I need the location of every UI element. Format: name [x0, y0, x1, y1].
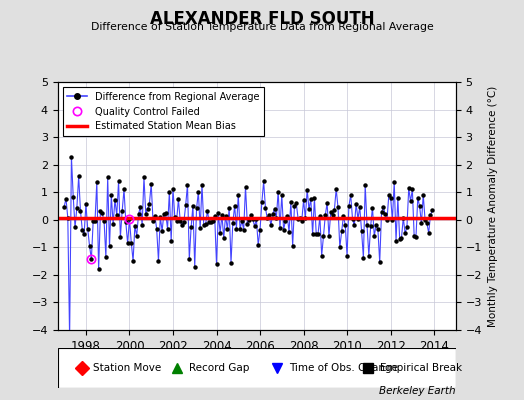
Y-axis label: Monthly Temperature Anomaly Difference (°C): Monthly Temperature Anomaly Difference (… [488, 85, 498, 327]
Legend: Difference from Regional Average, Quality Control Failed, Estimated Station Mean: Difference from Regional Average, Qualit… [62, 87, 264, 136]
Text: Station Move: Station Move [93, 363, 162, 373]
Text: Time of Obs. Change: Time of Obs. Change [289, 363, 398, 373]
Text: Difference of Station Temperature Data from Regional Average: Difference of Station Temperature Data f… [91, 22, 433, 32]
Text: Empirical Break: Empirical Break [380, 363, 462, 373]
Text: Berkeley Earth: Berkeley Earth [379, 386, 456, 396]
Text: ALEXANDER FLD SOUTH: ALEXANDER FLD SOUTH [150, 10, 374, 28]
Text: Record Gap: Record Gap [189, 363, 249, 373]
